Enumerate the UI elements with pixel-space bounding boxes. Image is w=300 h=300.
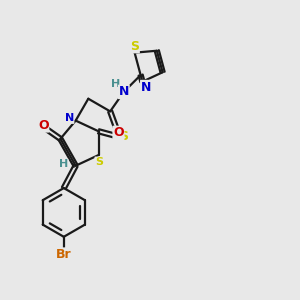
- Text: Br: Br: [56, 248, 72, 261]
- Text: H: H: [58, 159, 68, 169]
- Text: N: N: [141, 80, 151, 94]
- Text: S: S: [130, 40, 139, 52]
- Text: S: S: [119, 130, 128, 143]
- Text: N: N: [118, 85, 129, 98]
- Text: H: H: [111, 80, 120, 89]
- Text: S: S: [95, 157, 103, 167]
- Text: O: O: [113, 126, 124, 140]
- Text: O: O: [38, 119, 49, 132]
- Text: N: N: [64, 113, 74, 123]
